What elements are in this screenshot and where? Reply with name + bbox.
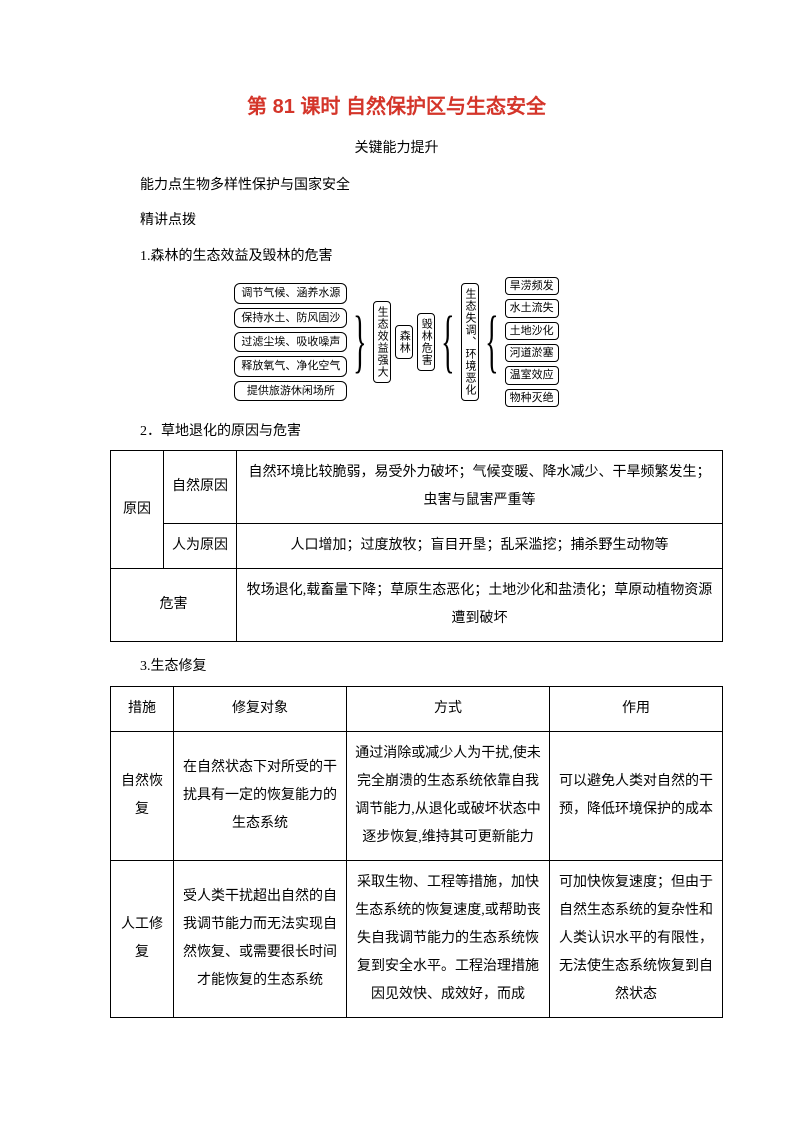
t1-natural-desc: 自然环境比较脆弱，易受外力破坏；气候变暖、降水减少、干旱频繁发生；虫害与鼠害严重… — [237, 451, 723, 524]
t2-h1: 措施 — [111, 686, 174, 731]
t2-r1c2: 在自然状态下对所受的干扰具有一定的恢复能力的生态系统 — [174, 731, 347, 860]
diag-left-1: 保持水土、防风固沙 — [234, 308, 347, 328]
brace-right: { — [485, 307, 498, 377]
t2-r1c1: 自然恢复 — [111, 731, 174, 860]
diagram-right-col: 旱涝频发 水土流失 土地沙化 河道淤塞 温室效应 物种灭绝 — [505, 277, 559, 407]
diag-mid2: 森林 — [395, 325, 413, 359]
section-3-heading: 3.生态修复 — [140, 652, 723, 681]
table2-wrap: 措施 修复对象 方式 作用 自然恢复 在自然状态下对所受的干扰具有一定的恢复能力… — [110, 686, 723, 1018]
table-row: 自然恢复 在自然状态下对所受的干扰具有一定的恢复能力的生态系统 通过消除或减少人… — [111, 731, 723, 860]
diag-left-2: 过滤尘埃、吸收噪声 — [234, 332, 347, 352]
table-restoration: 措施 修复对象 方式 作用 自然恢复 在自然状态下对所受的干扰具有一定的恢复能力… — [110, 686, 723, 1018]
t2-r1c4: 可以避免人类对自然的干预，降低环境保护的成本 — [550, 731, 723, 860]
t2-h2: 修复对象 — [174, 686, 347, 731]
t2-h4: 作用 — [550, 686, 723, 731]
brace-left: } — [353, 307, 366, 377]
diag-left-0: 调节气候、涵养水源 — [234, 283, 347, 303]
table-row: 原因 自然原因 自然环境比较脆弱，易受外力破坏；气候变暖、降水减少、干旱频繁发生… — [111, 451, 723, 524]
section-1-heading: 1.森林的生态效益及毁林的危害 — [140, 242, 723, 271]
diag-mid4: 生态失调、环境恶化 — [461, 283, 479, 401]
t2-r2c1: 人工修复 — [111, 860, 174, 1017]
diagram-left-col: 调节气候、涵养水源 保持水土、防风固沙 过滤尘埃、吸收噪声 释放氧气、净化空气 … — [234, 283, 347, 400]
t1-natural-label: 自然原因 — [164, 451, 237, 524]
diag-right-2: 土地沙化 — [505, 322, 559, 340]
diag-right-0: 旱涝频发 — [505, 277, 559, 295]
jingjiang-line: 精讲点拨 — [140, 206, 723, 235]
diag-right-5: 物种灭绝 — [505, 389, 559, 407]
diag-right-1: 水土流失 — [505, 299, 559, 317]
t2-r2c3: 采取生物、工程等措施，加快生态系统的恢复速度,或帮助丧失自我调节能力的生态系统恢… — [347, 860, 550, 1017]
table1-wrap: 原因 自然原因 自然环境比较脆弱，易受外力破坏；气候变暖、降水减少、干旱频繁发生… — [110, 450, 723, 642]
diag-right-3: 河道淤塞 — [505, 344, 559, 362]
diag-mid3: 毁林危害 — [417, 313, 435, 371]
section-2-heading: 2．草地退化的原因与危害 — [140, 417, 723, 446]
brace-mid: { — [441, 307, 454, 377]
t2-r2c4: 可加快恢复速度；但由于自然生态系统的复杂性和人类认识水平的有限性，无法使生态系统… — [550, 860, 723, 1017]
forest-diagram: 调节气候、涵养水源 保持水土、防风固沙 过滤尘埃、吸收噪声 释放氧气、净化空气 … — [70, 277, 723, 407]
table-row: 人工修复 受人类干扰超出自然的自我调节能力而无法实现自然恢复、或需要很长时间才能… — [111, 860, 723, 1017]
t1-harm-desc: 牧场退化,载畜量下降；草原生态恶化；土地沙化和盐渍化；草原动植物资源遭到破坏 — [237, 569, 723, 642]
table-row: 措施 修复对象 方式 作用 — [111, 686, 723, 731]
t1-human-label: 人为原因 — [164, 524, 237, 569]
diag-left-3: 释放氧气、净化空气 — [234, 356, 347, 376]
t1-human-desc: 人口增加；过度放牧；盲目开垦；乱采滥挖；捕杀野生动物等 — [237, 524, 723, 569]
table-row: 危害 牧场退化,载畜量下降；草原生态恶化；土地沙化和盐渍化；草原动植物资源遭到破… — [111, 569, 723, 642]
t1-harm-label: 危害 — [111, 569, 237, 642]
ability-line: 能力点生物多样性保护与国家安全 — [140, 171, 723, 200]
table-causes: 原因 自然原因 自然环境比较脆弱，易受外力破坏；气候变暖、降水减少、干旱频繁发生… — [110, 450, 723, 642]
t2-r1c3: 通过消除或减少人为干扰,使未完全崩溃的生态系统依靠自我调节能力,从退化或破坏状态… — [347, 731, 550, 860]
table-row: 人为原因 人口增加；过度放牧；盲目开垦；乱采滥挖；捕杀野生动物等 — [111, 524, 723, 569]
subtitle: 关键能力提升 — [70, 137, 723, 157]
diag-left-4: 提供旅游休闲场所 — [234, 381, 347, 401]
document-page: 第 81 课时 自然保护区与生态安全 关键能力提升 能力点生物多样性保护与国家安… — [0, 0, 793, 1068]
diag-right-4: 温室效应 — [505, 366, 559, 384]
diag-mid1: 生态效益强大 — [373, 301, 391, 383]
t2-r2c2: 受人类干扰超出自然的自我调节能力而无法实现自然恢复、或需要很长时间才能恢复的生态… — [174, 860, 347, 1017]
page-title: 第 81 课时 自然保护区与生态安全 — [70, 90, 723, 119]
t2-h3: 方式 — [347, 686, 550, 731]
t1-cause-label: 原因 — [111, 451, 164, 569]
